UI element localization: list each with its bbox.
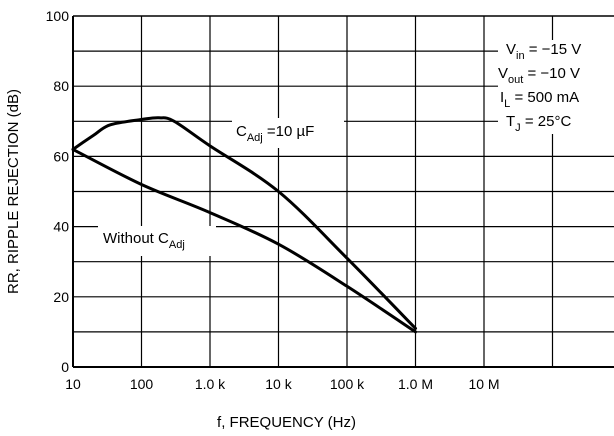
y-tick-label: 20 xyxy=(53,289,69,305)
x-tick-label: 10 M xyxy=(468,376,499,392)
condition-i-L-text: IL = 500 mA xyxy=(500,89,579,110)
condition-v-in-text: Vin = −15 V xyxy=(506,41,581,62)
y-tick-label: 100 xyxy=(46,8,70,24)
conditions-background xyxy=(498,40,614,134)
series-labels: CAdj =10 µF Without CAdj xyxy=(98,118,344,256)
x-tick-label: 1.0 k xyxy=(195,376,226,392)
series-label-with-cadj-background xyxy=(232,118,344,148)
y-tick-label: 60 xyxy=(53,148,69,164)
y-tick-label: 0 xyxy=(61,359,69,375)
y-tick-labels: 0 20 40 60 80 100 xyxy=(46,8,70,375)
condition-i-L: IL = 500 mA xyxy=(500,89,579,110)
test-conditions: Vin = −15 V Vout = −10 V IL = 500 mA TJ = 2… xyxy=(498,40,614,134)
series-label-without-cadj-background xyxy=(98,226,216,256)
x-tick-label: 100 xyxy=(130,376,154,392)
x-tick-label: 10 xyxy=(65,376,81,392)
series-label-with-cadj: CAdj =10 µF xyxy=(232,118,344,148)
series-line-with-cadj xyxy=(71,116,417,330)
condition-v-out-text: Vout = −10 V xyxy=(498,65,580,86)
condition-t-J-text: TJ = 25°C xyxy=(506,113,571,134)
y-tick-label: 80 xyxy=(53,78,69,94)
x-tick-label: 100 k xyxy=(330,376,365,392)
series-label-without-cadj: Without CAdj xyxy=(98,226,216,256)
plot-frame xyxy=(72,15,614,368)
condition-v-in: Vin = −15 V xyxy=(506,41,581,62)
x-tick-label: 10 k xyxy=(265,376,292,392)
y-tick-label: 40 xyxy=(53,219,69,235)
y-axis-label: RR, RIPPLE REJECTION (dB) xyxy=(5,89,22,294)
series-label-with-cadj-text: CAdj =10 µF xyxy=(236,123,314,144)
condition-v-out: Vout = −10 V xyxy=(498,65,580,86)
condition-t-J: TJ = 25°C xyxy=(506,113,571,134)
series-label-without-cadj-text: Without CAdj xyxy=(103,230,185,251)
x-tick-labels: 10 100 1.0 k 10 k 100 k 1.0 M 10 M xyxy=(65,376,499,392)
series-line-without-cadj xyxy=(71,147,417,334)
x-tick-label: 1.0 M xyxy=(398,376,433,392)
x-axis-label: f, FREQUENCY (Hz) xyxy=(217,414,356,431)
series-lines xyxy=(71,116,417,334)
